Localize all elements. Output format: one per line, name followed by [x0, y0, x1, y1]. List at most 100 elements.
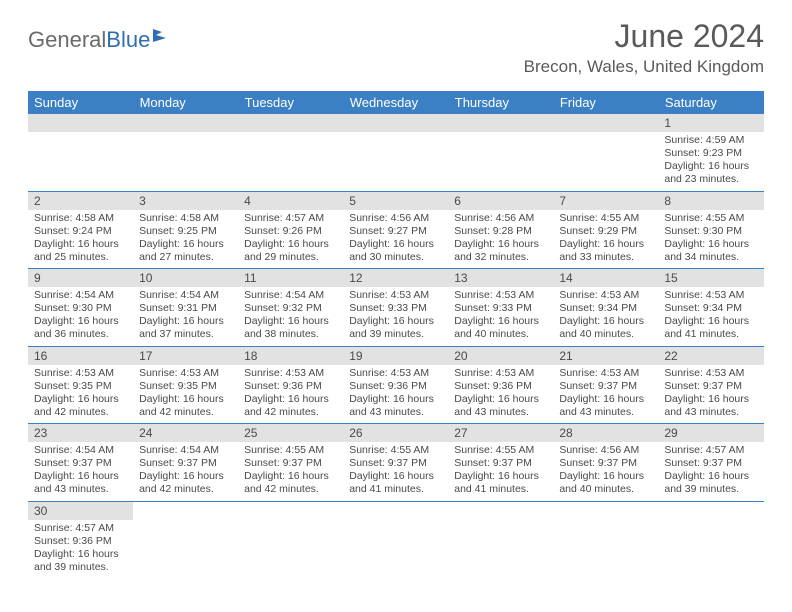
day-details: Sunrise: 4:54 AMSunset: 9:32 PMDaylight:…: [238, 287, 343, 346]
calendar-cell: 30Sunrise: 4:57 AMSunset: 9:36 PMDayligh…: [28, 501, 133, 578]
weekday-header: Sunday: [28, 91, 133, 114]
calendar-cell-blank: [133, 114, 238, 191]
day-number: 10: [133, 269, 238, 287]
calendar-row: 1Sunrise: 4:59 AMSunset: 9:23 PMDaylight…: [28, 114, 764, 191]
day-number: 27: [448, 424, 553, 442]
day-number: 20: [448, 347, 553, 365]
day-number-blank: [238, 114, 343, 132]
day-number: 15: [658, 269, 763, 287]
day-details: Sunrise: 4:56 AMSunset: 9:27 PMDaylight:…: [343, 210, 448, 269]
calendar-cell: 5Sunrise: 4:56 AMSunset: 9:27 PMDaylight…: [343, 191, 448, 269]
day-details: Sunrise: 4:59 AMSunset: 9:23 PMDaylight:…: [658, 132, 763, 191]
day-number-blank: [448, 114, 553, 132]
calendar-cell-blank: [133, 501, 238, 578]
calendar-cell: 8Sunrise: 4:55 AMSunset: 9:30 PMDaylight…: [658, 191, 763, 269]
calendar-cell: 6Sunrise: 4:56 AMSunset: 9:28 PMDaylight…: [448, 191, 553, 269]
calendar-body: 1Sunrise: 4:59 AMSunset: 9:23 PMDaylight…: [28, 114, 764, 578]
day-details: Sunrise: 4:53 AMSunset: 9:37 PMDaylight:…: [658, 365, 763, 424]
day-number: 17: [133, 347, 238, 365]
calendar-row: 9Sunrise: 4:54 AMSunset: 9:30 PMDaylight…: [28, 269, 764, 347]
day-details: Sunrise: 4:56 AMSunset: 9:37 PMDaylight:…: [553, 442, 658, 501]
weekday-header: Wednesday: [343, 91, 448, 114]
calendar-cell: 20Sunrise: 4:53 AMSunset: 9:36 PMDayligh…: [448, 346, 553, 424]
day-details: Sunrise: 4:58 AMSunset: 9:24 PMDaylight:…: [28, 210, 133, 269]
calendar-cell: 27Sunrise: 4:55 AMSunset: 9:37 PMDayligh…: [448, 424, 553, 502]
calendar-cell-blank: [343, 114, 448, 191]
day-details: Sunrise: 4:54 AMSunset: 9:31 PMDaylight:…: [133, 287, 238, 346]
calendar-cell: 7Sunrise: 4:55 AMSunset: 9:29 PMDaylight…: [553, 191, 658, 269]
day-details: Sunrise: 4:53 AMSunset: 9:36 PMDaylight:…: [238, 365, 343, 424]
location: Brecon, Wales, United Kingdom: [524, 57, 764, 77]
calendar-cell: 26Sunrise: 4:55 AMSunset: 9:37 PMDayligh…: [343, 424, 448, 502]
calendar-cell: 4Sunrise: 4:57 AMSunset: 9:26 PMDaylight…: [238, 191, 343, 269]
day-details: Sunrise: 4:57 AMSunset: 9:26 PMDaylight:…: [238, 210, 343, 269]
calendar-cell: 11Sunrise: 4:54 AMSunset: 9:32 PMDayligh…: [238, 269, 343, 347]
logo: GeneralBlue: [28, 18, 176, 56]
day-details: Sunrise: 4:55 AMSunset: 9:30 PMDaylight:…: [658, 210, 763, 269]
day-number: 8: [658, 192, 763, 210]
day-number-blank: [133, 114, 238, 132]
day-number-blank: [28, 114, 133, 132]
day-details: Sunrise: 4:53 AMSunset: 9:36 PMDaylight:…: [343, 365, 448, 424]
calendar-row: 16Sunrise: 4:53 AMSunset: 9:35 PMDayligh…: [28, 346, 764, 424]
calendar-cell: 2Sunrise: 4:58 AMSunset: 9:24 PMDaylight…: [28, 191, 133, 269]
calendar-cell-blank: [238, 501, 343, 578]
calendar-cell: 12Sunrise: 4:53 AMSunset: 9:33 PMDayligh…: [343, 269, 448, 347]
weekday-header: Tuesday: [238, 91, 343, 114]
day-number: 12: [343, 269, 448, 287]
day-number: 25: [238, 424, 343, 442]
day-number: 16: [28, 347, 133, 365]
calendar-cell-blank: [448, 114, 553, 191]
calendar-cell-blank: [343, 501, 448, 578]
weekday-header-row: SundayMondayTuesdayWednesdayThursdayFrid…: [28, 91, 764, 114]
day-number: 29: [658, 424, 763, 442]
day-number: 24: [133, 424, 238, 442]
day-number: 13: [448, 269, 553, 287]
day-details: Sunrise: 4:54 AMSunset: 9:37 PMDaylight:…: [28, 442, 133, 501]
calendar-cell: 18Sunrise: 4:53 AMSunset: 9:36 PMDayligh…: [238, 346, 343, 424]
day-number: 9: [28, 269, 133, 287]
calendar-cell: 17Sunrise: 4:53 AMSunset: 9:35 PMDayligh…: [133, 346, 238, 424]
calendar-cell: 29Sunrise: 4:57 AMSunset: 9:37 PMDayligh…: [658, 424, 763, 502]
day-number: 11: [238, 269, 343, 287]
day-number: 23: [28, 424, 133, 442]
calendar-cell: 13Sunrise: 4:53 AMSunset: 9:33 PMDayligh…: [448, 269, 553, 347]
calendar-cell-blank: [238, 114, 343, 191]
day-details: Sunrise: 4:55 AMSunset: 9:37 PMDaylight:…: [238, 442, 343, 501]
day-number: 18: [238, 347, 343, 365]
calendar-row: 30Sunrise: 4:57 AMSunset: 9:36 PMDayligh…: [28, 501, 764, 578]
weekday-header: Saturday: [658, 91, 763, 114]
day-details: Sunrise: 4:55 AMSunset: 9:29 PMDaylight:…: [553, 210, 658, 269]
calendar-cell: 21Sunrise: 4:53 AMSunset: 9:37 PMDayligh…: [553, 346, 658, 424]
day-details: Sunrise: 4:54 AMSunset: 9:37 PMDaylight:…: [133, 442, 238, 501]
day-number: 22: [658, 347, 763, 365]
day-details: Sunrise: 4:55 AMSunset: 9:37 PMDaylight:…: [343, 442, 448, 501]
day-details: Sunrise: 4:53 AMSunset: 9:33 PMDaylight:…: [343, 287, 448, 346]
day-number: 7: [553, 192, 658, 210]
day-details: Sunrise: 4:53 AMSunset: 9:34 PMDaylight:…: [658, 287, 763, 346]
calendar-cell: 16Sunrise: 4:53 AMSunset: 9:35 PMDayligh…: [28, 346, 133, 424]
day-number: 28: [553, 424, 658, 442]
day-number-blank: [343, 114, 448, 132]
calendar-cell: 23Sunrise: 4:54 AMSunset: 9:37 PMDayligh…: [28, 424, 133, 502]
day-details: Sunrise: 4:53 AMSunset: 9:36 PMDaylight:…: [448, 365, 553, 424]
day-number: 21: [553, 347, 658, 365]
calendar-cell: 25Sunrise: 4:55 AMSunset: 9:37 PMDayligh…: [238, 424, 343, 502]
day-details: Sunrise: 4:53 AMSunset: 9:35 PMDaylight:…: [133, 365, 238, 424]
day-number-blank: [553, 114, 658, 132]
day-details: Sunrise: 4:56 AMSunset: 9:28 PMDaylight:…: [448, 210, 553, 269]
calendar-cell: 24Sunrise: 4:54 AMSunset: 9:37 PMDayligh…: [133, 424, 238, 502]
header: GeneralBlue June 2024 Brecon, Wales, Uni…: [0, 0, 792, 85]
calendar-cell-blank: [553, 114, 658, 191]
day-details: Sunrise: 4:58 AMSunset: 9:25 PMDaylight:…: [133, 210, 238, 269]
day-details: Sunrise: 4:53 AMSunset: 9:33 PMDaylight:…: [448, 287, 553, 346]
weekday-header: Friday: [553, 91, 658, 114]
calendar-cell-blank: [448, 501, 553, 578]
calendar-row: 2Sunrise: 4:58 AMSunset: 9:24 PMDaylight…: [28, 191, 764, 269]
day-details: Sunrise: 4:55 AMSunset: 9:37 PMDaylight:…: [448, 442, 553, 501]
day-number: 19: [343, 347, 448, 365]
weekday-header: Thursday: [448, 91, 553, 114]
calendar-cell-blank: [28, 114, 133, 191]
calendar-cell-blank: [553, 501, 658, 578]
day-details: Sunrise: 4:57 AMSunset: 9:36 PMDaylight:…: [28, 520, 133, 579]
